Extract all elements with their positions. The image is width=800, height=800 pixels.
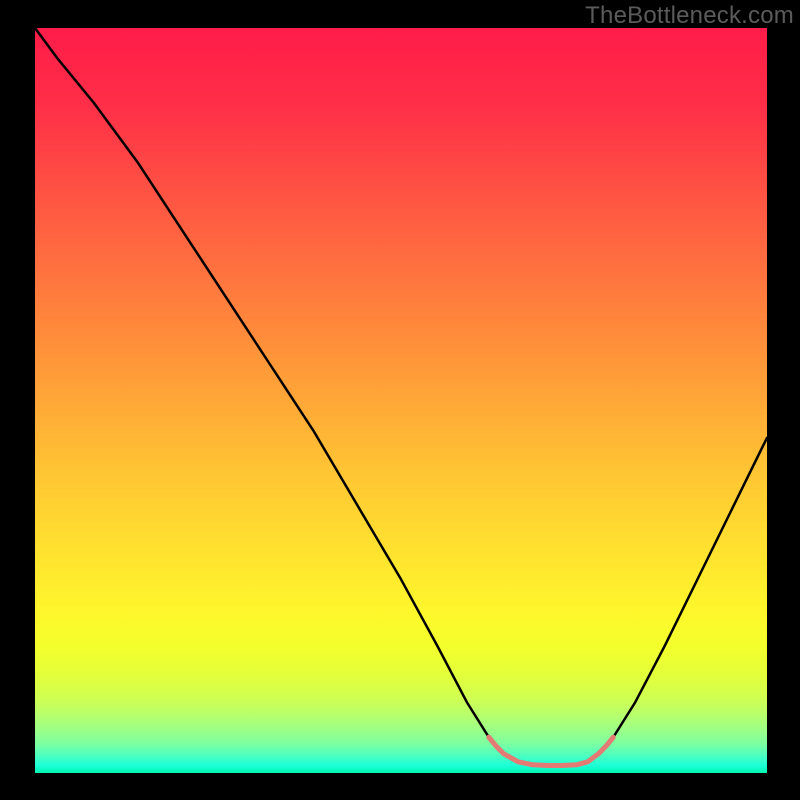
- attribution-text: TheBottleneck.com: [585, 2, 794, 30]
- plot-area: [35, 28, 767, 773]
- plot-svg: [35, 28, 767, 773]
